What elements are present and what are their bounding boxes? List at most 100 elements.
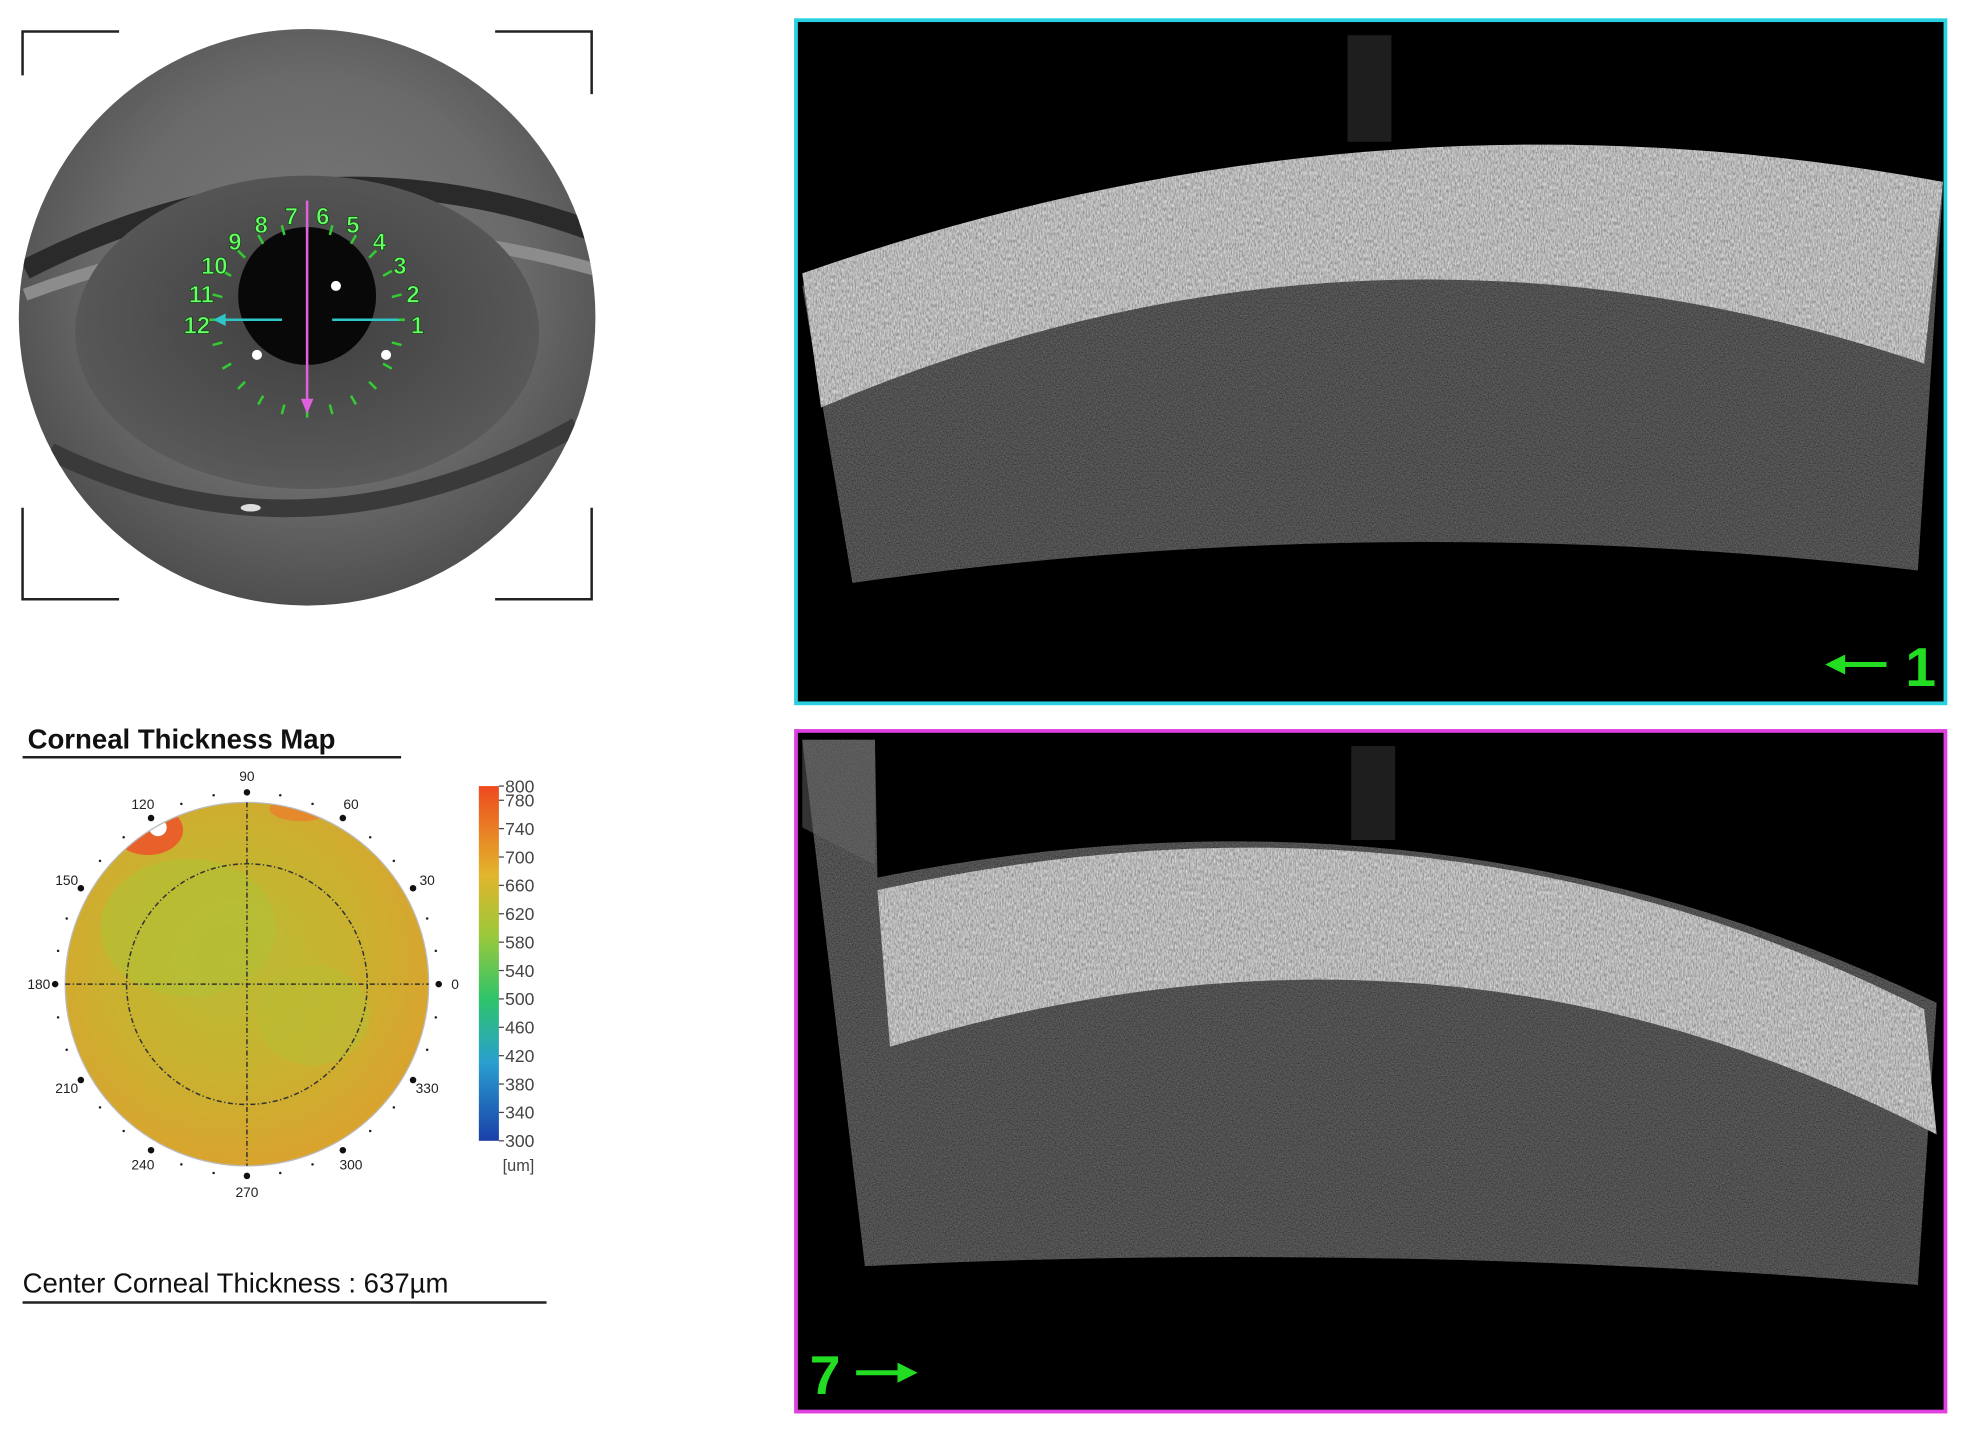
angle-label: 270 bbox=[235, 1185, 258, 1200]
map-zone bbox=[100, 858, 276, 997]
clock-ticks bbox=[209, 221, 405, 418]
angle-label: 60 bbox=[343, 797, 359, 812]
clock-tick bbox=[212, 293, 223, 299]
scan-1-arrowhead bbox=[213, 313, 226, 327]
clock-label: 8 bbox=[255, 212, 268, 239]
angle-label: 150 bbox=[55, 873, 78, 888]
angle-dot bbox=[65, 917, 68, 920]
angle-major-dot bbox=[339, 814, 347, 822]
angle-major-dot bbox=[77, 1076, 85, 1084]
angle-major-dot bbox=[409, 1076, 417, 1084]
map-fill bbox=[65, 802, 429, 1166]
colorbar-tick-label: 660 bbox=[505, 876, 535, 896]
clock-label: 7 bbox=[285, 203, 298, 230]
clock-tick bbox=[221, 362, 232, 370]
scan-arrowhead bbox=[897, 1362, 918, 1383]
colorbar-tick-label: 800 bbox=[505, 776, 535, 796]
angle-major-dot bbox=[147, 814, 155, 822]
angle-dot bbox=[368, 1129, 372, 1133]
clock-tick bbox=[257, 234, 265, 245]
cornea-section bbox=[877, 847, 1937, 1135]
angle-major-dot bbox=[243, 1172, 251, 1180]
clock-label: 6 bbox=[316, 203, 329, 230]
clock-tick bbox=[328, 404, 334, 415]
clock-tick bbox=[237, 249, 246, 259]
colorbar-tick-label: 580 bbox=[505, 932, 535, 952]
scan-7-arrowhead bbox=[300, 398, 314, 414]
angle-dot bbox=[434, 949, 438, 953]
clock-label: 9 bbox=[228, 229, 241, 256]
colorbar bbox=[478, 786, 499, 1141]
scan-label: 7 bbox=[810, 1344, 841, 1406]
map-title: Corneal Thickness Map bbox=[28, 723, 336, 754]
clock-label: 12 bbox=[184, 313, 210, 340]
angle-dot bbox=[180, 802, 183, 806]
eye-photo bbox=[18, 28, 596, 606]
clock-label: 1 bbox=[411, 313, 424, 340]
clock-tick bbox=[212, 341, 223, 347]
angle-dot bbox=[122, 835, 125, 839]
map-zone bbox=[269, 802, 333, 822]
artifact-streak bbox=[1351, 745, 1396, 840]
angle-label: 0 bbox=[451, 977, 459, 992]
cornea-section bbox=[802, 144, 1943, 408]
angle-dot bbox=[311, 1163, 314, 1166]
angle-dot bbox=[425, 1048, 429, 1051]
map-zone bbox=[256, 965, 370, 1066]
angle-dot bbox=[278, 1171, 282, 1175]
clock-tick bbox=[368, 249, 378, 259]
clock-label: 2 bbox=[406, 281, 419, 308]
angle-label: 240 bbox=[131, 1157, 154, 1172]
clock-tick bbox=[349, 234, 358, 245]
colorbar-tick-label: 620 bbox=[505, 904, 535, 924]
artifact-streak bbox=[1347, 35, 1392, 142]
angle-label: 330 bbox=[416, 1081, 439, 1096]
frame-corners bbox=[21, 30, 593, 601]
reflection bbox=[251, 349, 262, 360]
clock-label: 4 bbox=[373, 229, 387, 256]
angle-major-dot bbox=[243, 789, 251, 796]
angle-label: 120 bbox=[131, 797, 154, 812]
reflection bbox=[381, 349, 392, 360]
scan-label: 1 bbox=[1905, 636, 1936, 698]
colorbar-tick-label: 380 bbox=[505, 1074, 535, 1094]
angle-major-dot bbox=[51, 980, 59, 988]
colorbar-tick-label: 340 bbox=[505, 1103, 535, 1123]
clock-tick bbox=[368, 380, 378, 390]
colorbar-tick-label: 780 bbox=[505, 791, 535, 811]
angle-label: 180 bbox=[27, 977, 50, 992]
clock-label: 10 bbox=[201, 253, 227, 280]
angle-major-dot bbox=[435, 980, 442, 988]
clock-tick bbox=[280, 224, 286, 236]
angle-dot bbox=[56, 1016, 60, 1019]
angle-dot bbox=[212, 793, 215, 797]
clock-tick bbox=[237, 380, 246, 390]
angle-dot bbox=[122, 1129, 125, 1133]
colorbar-tick-label: 540 bbox=[505, 961, 535, 981]
clock-tick bbox=[391, 293, 402, 299]
clock-label: 3 bbox=[393, 253, 406, 280]
colorbar-tick-label: 740 bbox=[505, 819, 535, 839]
clock-tick bbox=[382, 362, 393, 370]
scan-edge bbox=[802, 739, 875, 866]
reflection bbox=[330, 280, 341, 291]
colorbar-tick-label: 500 bbox=[505, 989, 535, 1009]
angle-dot bbox=[311, 802, 314, 806]
reflection bbox=[240, 504, 261, 512]
scan-arrowhead bbox=[1825, 654, 1846, 675]
angle-dot bbox=[392, 1106, 396, 1109]
angle-dot bbox=[65, 1048, 68, 1051]
angle-major-dot bbox=[147, 1146, 155, 1154]
clock-tick bbox=[391, 341, 402, 347]
clock-tick bbox=[257, 395, 265, 406]
scan-panel-1: 1 bbox=[794, 18, 1948, 706]
angle-major-dot bbox=[409, 884, 417, 892]
angle-dot bbox=[180, 1163, 183, 1166]
angle-major-dot bbox=[77, 884, 85, 892]
angle-major-dot bbox=[339, 1146, 347, 1154]
angle-dot bbox=[278, 793, 282, 797]
